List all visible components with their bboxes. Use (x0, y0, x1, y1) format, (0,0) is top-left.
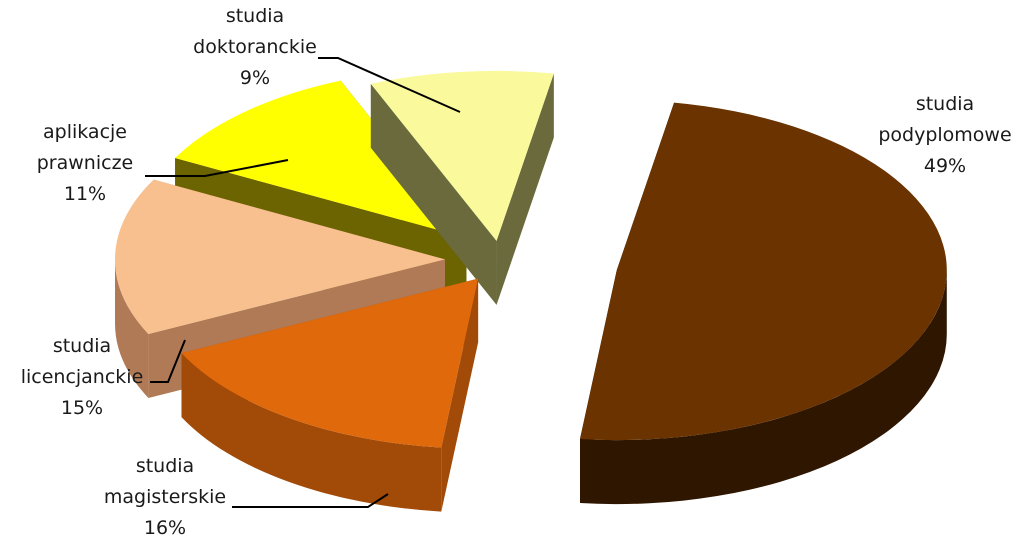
slice-percent-label: 16% (144, 517, 186, 539)
slice-category-label: studia (916, 93, 974, 115)
slice-category-label: studia (136, 455, 194, 477)
slice-category-label: studia (226, 5, 284, 27)
leader-line (232, 493, 389, 508)
slice-outer-wall (580, 270, 947, 505)
data-label-studia-licencjanckie: studia licencjanckie 15% (21, 335, 186, 419)
slice-top-face (370, 70, 554, 241)
data-label-aplikacje-prawnicze: aplikacje prawnicze 11% (37, 121, 289, 205)
slice-top-face (175, 80, 467, 238)
slice-category-label: doktoranckie (193, 36, 317, 58)
slice-category-label: magisterskie (104, 486, 226, 508)
leader-line (318, 57, 461, 113)
slice-percent-label: 49% (924, 155, 966, 177)
slice-category-label: studia (53, 335, 111, 357)
leader-line (150, 339, 186, 383)
slice-top-face (181, 278, 479, 448)
slice-category-label: podyplomowe (878, 124, 1011, 146)
data-label-studia-doktoranckie: studia doktoranckie 9% (193, 5, 461, 113)
data-label-studia-magisterskie: studia magisterskie 16% (104, 455, 389, 539)
slice-top-face (115, 179, 446, 334)
pie-slice-studia-magisterskie (181, 278, 479, 512)
slice-top-face (580, 102, 947, 441)
pie-slice-studia-doktoranckie (370, 70, 554, 305)
slice-category-label: prawnicze (37, 152, 133, 174)
slice-percent-label: 15% (61, 397, 103, 419)
pie-slice-studia-podyplomowe (580, 102, 947, 505)
slice-radial-wall (370, 83, 497, 305)
leader-line (145, 159, 289, 177)
slice-percent-label: 9% (240, 67, 270, 89)
slice-outer-wall (115, 259, 149, 398)
data-label-studia-podyplomowe: studia podyplomowe 49% (878, 93, 1011, 177)
slice-radial-wall (496, 73, 554, 305)
slice-category-label: licencjanckie (21, 366, 144, 388)
slice-category-label: aplikacje (43, 121, 127, 143)
slice-outer-wall (181, 353, 442, 512)
slice-percent-label: 11% (64, 183, 106, 205)
